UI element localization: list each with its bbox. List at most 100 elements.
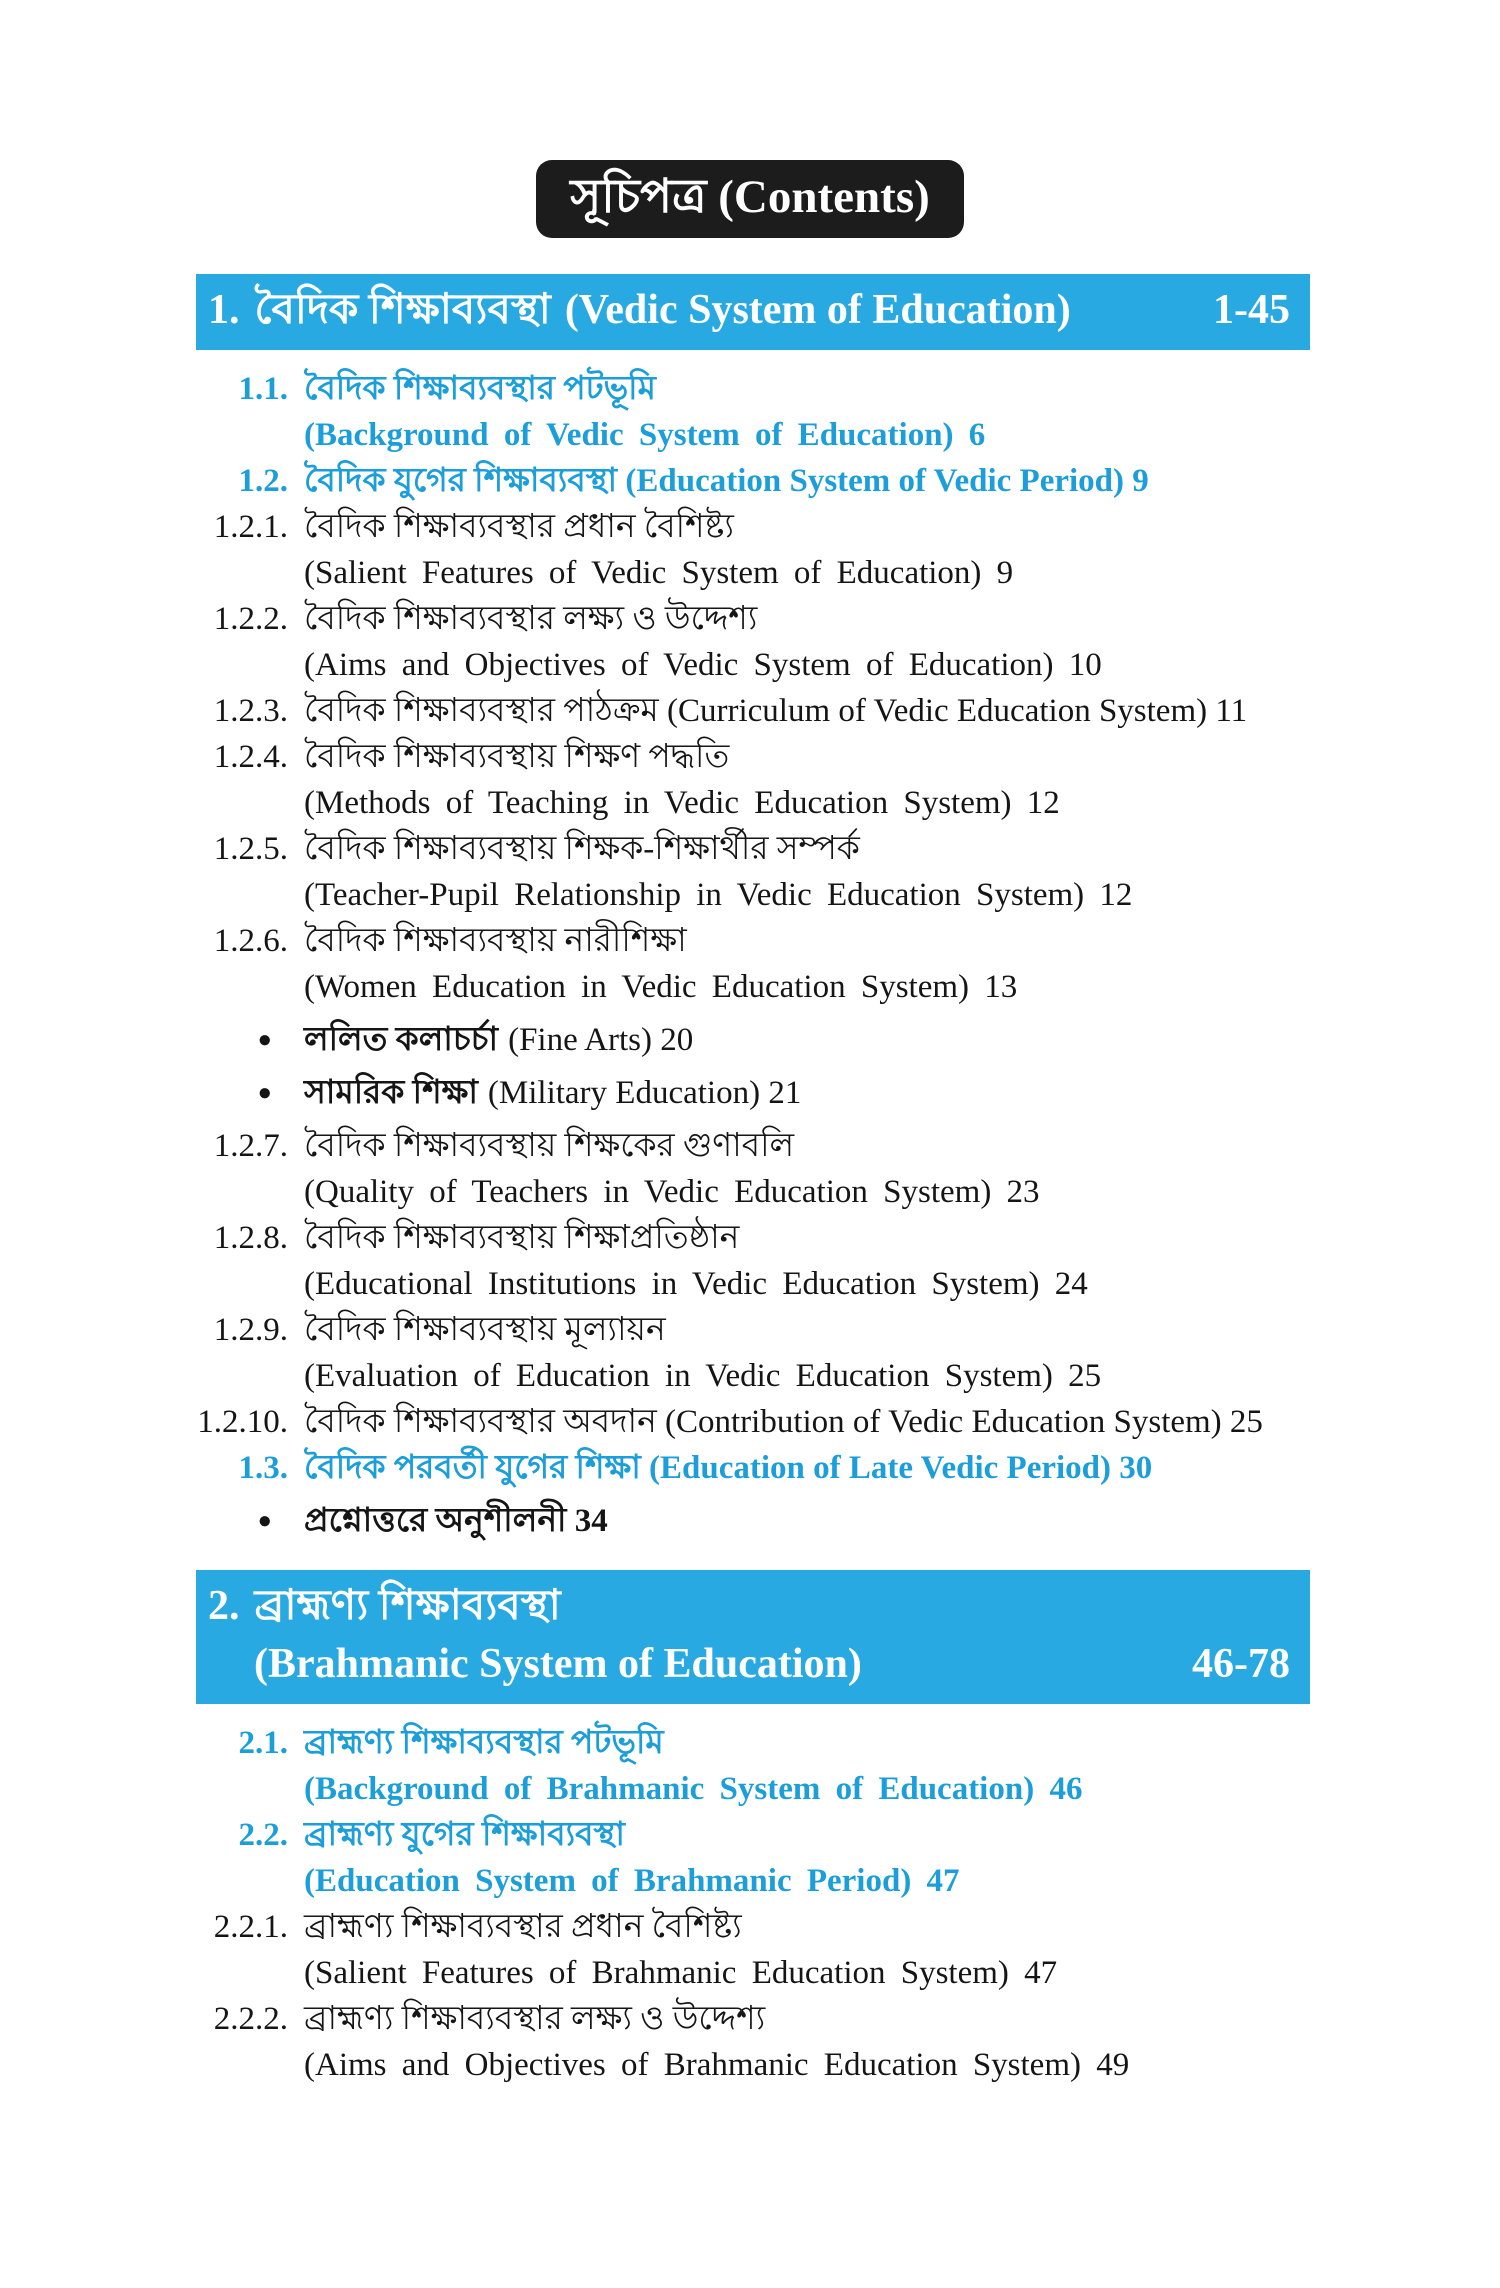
section-items: 2.1. ব্রাহ্মণ্য শিক্ষাব্যবস্থার পটভূমি (Ba…	[196, 1720, 1310, 2088]
toc-item-body: বৈদিক শিক্ষাব্যবস্থায় মূল্যায়ন (Evaluat…	[304, 1307, 1310, 1399]
bullet-icon: ●	[257, 1027, 273, 1054]
toc-item-body: বৈদিক শিক্ষাব্যবস্থায় শিক্ষক-শিক্ষার্থী…	[304, 826, 1310, 918]
toc-item-number: 1.2.2.	[213, 601, 288, 638]
toc-item-body: ব্রাহ্মণ্য শিক্ষাব্যবস্থার লক্ষ্য ও উদ্দ…	[304, 1996, 1310, 2088]
toc-item-number: 1.2.8.	[213, 1220, 288, 1257]
toc-item-number: 1.2.9.	[213, 1312, 288, 1349]
toc-item-number: 2.2.	[238, 1817, 289, 1854]
bullet-icon: ●	[257, 1508, 273, 1535]
page-title: সূচিপত্র (Contents)	[536, 160, 964, 239]
toc-item-subtitle: (Aims and Objectives of Vedic System of …	[304, 647, 1102, 684]
toc-item: ● সামরিক শিক্ষা (Military Education) 21	[196, 1070, 1310, 1116]
toc-item-number: 1.2.	[238, 463, 289, 500]
toc-item-number: 1.2.4.	[213, 739, 288, 776]
section-header-line: (Brahmanic System of Education) 46-78	[208, 1636, 1290, 1694]
toc-item-title: বৈদিক শিক্ষাব্যবস্থার প্রধান বৈশিষ্ট্য	[304, 504, 1310, 550]
toc-item-body: প্রশ্নোত্তরে অনুশীলনী 34	[304, 1498, 1310, 1544]
section-title-bengali: বৈদিক শিক্ষাব্যবস্থা	[254, 287, 551, 334]
toc-item-title: ব্রাহ্মণ্য শিক্ষাব্যবস্থার লক্ষ্য ও উদ্দ…	[304, 1996, 1310, 2042]
toc-item-title-text: বৈদিক পরবর্তী যুগের শিক্ষা (Education of…	[304, 1450, 1153, 1487]
toc-item: 1.2.5. বৈদিক শিক্ষাব্যবস্থায় শিক্ষক-শিক্…	[196, 826, 1310, 918]
toc-item-subtitle: (Background of Brahmanic System of Educa…	[304, 1771, 1083, 1808]
toc-item-title-text: বৈদিক শিক্ষাব্যবস্থায় শিক্ষাপ্রতিষ্ঠান	[304, 1220, 740, 1257]
toc-item-subtitle: (Evaluation of Education in Vedic Educat…	[304, 1358, 1102, 1395]
toc-item-title-text: ব্রাহ্মণ্য যুগের শিক্ষাব্যবস্থা	[304, 1817, 625, 1854]
section-title-english: (Vedic System of Education)	[564, 287, 1071, 334]
toc-item-subtitle: (Education System of Brahmanic Period) 4…	[304, 1863, 960, 1900]
toc-item-subtitle: (Women Education in Vedic Education Syst…	[304, 969, 1018, 1006]
toc-item-body: সামরিক শিক্ষা (Military Education) 21	[304, 1070, 1310, 1116]
toc-item-title-text: সামরিক শিক্ষা	[304, 1075, 478, 1112]
toc-item: 1.2.10. বৈদিক শিক্ষাব্যবস্থার অবদান (Cont…	[196, 1399, 1310, 1445]
toc-item: 1.2.9. বৈদিক শিক্ষাব্যবস্থায় মূল্যায়ন (E…	[196, 1307, 1310, 1399]
section-header: 1. বৈদিক শিক্ষাব্যবস্থা (Vedic System of E…	[196, 274, 1310, 351]
section-page-range: 46-78	[1192, 1641, 1290, 1688]
toc-item-number: 1.2.10.	[197, 1404, 288, 1441]
toc-item-title: সামরিক শিক্ষা (Military Education) 21	[304, 1070, 1310, 1116]
toc-item: 1.2.8. বৈদিক শিক্ষাব্যবস্থায় শিক্ষাপ্রতি…	[196, 1215, 1310, 1307]
toc-item-title-english: (Military Education) 21	[487, 1075, 802, 1112]
toc-item-body: বৈদিক শিক্ষাব্যবস্থায় নারীশিক্ষা (Women …	[304, 918, 1310, 1010]
toc-item: 1.2.4. বৈদিক শিক্ষাব্যবস্থায় শিক্ষণ পদ্ধ…	[196, 734, 1310, 826]
toc-item-title-text: বৈদিক শিক্ষাব্যবস্থার পাঠক্রম (Curriculu…	[304, 693, 1248, 730]
toc-item-title: বৈদিক শিক্ষাব্যবস্থায় নারীশিক্ষা	[304, 918, 1310, 964]
toc-item-title: ব্রাহ্মণ্য যুগের শিক্ষাব্যবস্থা	[304, 1812, 1310, 1858]
toc-item-title: বৈদিক যুগের শিক্ষাব্যবস্থা (Education Sy…	[304, 458, 1310, 504]
section-header-line: 2. ব্রাহ্মণ্য শিক্ষাব্যবস্থা	[208, 1578, 1290, 1636]
bullet-icon: ●	[257, 1080, 273, 1107]
toc-item: ● ললিত কলাচর্চা (Fine Arts) 20	[196, 1017, 1310, 1063]
toc-item-title-text: বৈদিক শিক্ষাব্যবস্থার পটভূমি	[304, 371, 656, 408]
toc-item-subtitle: (Quality of Teachers in Vedic Education …	[304, 1174, 1040, 1211]
toc-item-title: বৈদিক শিক্ষাব্যবস্থায় শিক্ষাপ্রতিষ্ঠান	[304, 1215, 1310, 1261]
toc-item-title-text: ললিত কলাচর্চা	[304, 1022, 499, 1059]
toc-item-subtitle: (Educational Institutions in Vedic Educa…	[304, 1266, 1088, 1303]
toc-item: 1.2.3. বৈদিক শিক্ষাব্যবস্থার পাঠক্রম (Cur…	[196, 688, 1310, 734]
toc-item-title-text: বৈদিক শিক্ষাব্যবস্থার অবদান (Contributio…	[304, 1404, 1263, 1441]
toc-item-body: ব্রাহ্মণ্য যুগের শিক্ষাব্যবস্থা (Educatio…	[304, 1812, 1310, 1904]
toc-item-title: বৈদিক শিক্ষাব্যবস্থার পটভূমি	[304, 366, 1310, 412]
toc-item-body: বৈদিক শিক্ষাব্যবস্থার প্রধান বৈশিষ্ট্য (S…	[304, 504, 1310, 596]
toc-item: 1.2.6. বৈদিক শিক্ষাব্যবস্থায় নারীশিক্ষা (…	[196, 918, 1310, 1010]
toc-item-body: বৈদিক শিক্ষাব্যবস্থায় শিক্ষণ পদ্ধতি (Met…	[304, 734, 1310, 826]
toc-item-number: 2.2.1.	[213, 1909, 288, 1946]
toc-item: 1.3. বৈদিক পরবর্তী যুগের শিক্ষা (Educatio…	[196, 1445, 1310, 1491]
toc-item-subtitle: (Salient Features of Vedic System of Edu…	[304, 555, 1014, 592]
toc-item-title: ললিত কলাচর্চা (Fine Arts) 20	[304, 1017, 1310, 1063]
toc-item-body: বৈদিক শিক্ষাব্যবস্থার পটভূমি (Background …	[304, 366, 1310, 458]
toc-item-body: বৈদিক শিক্ষাব্যবস্থার লক্ষ্য ও উদ্দেশ্য (…	[304, 596, 1310, 688]
toc-item-title-text: ব্রাহ্মণ্য শিক্ষাব্যবস্থার পটভূমি	[304, 1725, 664, 1762]
toc-item-title: বৈদিক শিক্ষাব্যবস্থার অবদান (Contributio…	[304, 1399, 1310, 1445]
toc-section: 1. বৈদিক শিক্ষাব্যবস্থা (Vedic System of E…	[196, 274, 1310, 1544]
toc-item: 1.2.2. বৈদিক শিক্ষাব্যবস্থার লক্ষ্য ও উদ্…	[196, 596, 1310, 688]
toc-item-body: ব্রাহ্মণ্য শিক্ষাব্যবস্থার প্রধান বৈশিষ্…	[304, 1904, 1310, 1996]
section-header-line: 1. বৈদিক শিক্ষাব্যবস্থা (Vedic System of E…	[208, 282, 1290, 340]
toc-item: 1.2.1. বৈদিক শিক্ষাব্যবস্থার প্রধান বৈশিষ…	[196, 504, 1310, 596]
section-title-bengali: ব্রাহ্মণ্য শিক্ষাব্যবস্থা	[254, 1583, 561, 1630]
toc-item-body: বৈদিক শিক্ষাব্যবস্থার অবদান (Contributio…	[304, 1399, 1310, 1445]
toc-item-title: ব্রাহ্মণ্য শিক্ষাব্যবস্থার প্রধান বৈশিষ্…	[304, 1904, 1310, 1950]
toc-item-number: 1.3.	[238, 1450, 289, 1487]
toc-item-number: 1.2.1.	[213, 509, 288, 546]
section-number: 2.	[208, 1583, 240, 1630]
toc-item-title-text: বৈদিক শিক্ষাব্যবস্থায় শিক্ষকের গুণাবলি	[304, 1128, 795, 1165]
toc-item-title-text: বৈদিক শিক্ষাব্যবস্থার লক্ষ্য ও উদ্দেশ্য	[304, 601, 758, 638]
toc-item-body: বৈদিক যুগের শিক্ষাব্যবস্থা (Education Sy…	[304, 458, 1310, 504]
toc-item-title: বৈদিক শিক্ষাব্যবস্থায় মূল্যায়ন	[304, 1307, 1310, 1353]
toc-item-body: বৈদিক শিক্ষাব্যবস্থায় শিক্ষকের গুণাবলি (…	[304, 1123, 1310, 1215]
toc-item-title-text: প্রশ্নোত্তরে অনুশীলনী 34	[304, 1503, 608, 1540]
toc-item-body: বৈদিক শিক্ষাব্যবস্থার পাঠক্রম (Curriculu…	[304, 688, 1310, 734]
toc-item-title-text: বৈদিক যুগের শিক্ষাব্যবস্থা (Education Sy…	[304, 463, 1149, 500]
page-title-text: সূচিপত্র (Contents)	[570, 171, 930, 223]
toc-item-title-text: বৈদিক শিক্ষাব্যবস্থার প্রধান বৈশিষ্ট্য	[304, 509, 734, 546]
toc-item-body: বৈদিক শিক্ষাব্যবস্থায় শিক্ষাপ্রতিষ্ঠান (…	[304, 1215, 1310, 1307]
toc-item: 2.2.2. ব্রাহ্মণ্য শিক্ষাব্যবস্থার লক্ষ্য …	[196, 1996, 1310, 2088]
toc-item-title-text: বৈদিক শিক্ষাব্যবস্থায় শিক্ষক-শিক্ষার্থী…	[304, 831, 860, 868]
toc-item-title-text: বৈদিক শিক্ষাব্যবস্থায় মূল্যায়ন	[304, 1312, 666, 1349]
toc-item: 1.1. বৈদিক শিক্ষাব্যবস্থার পটভূমি (Backgro…	[196, 366, 1310, 458]
toc-section: 2. ব্রাহ্মণ্য শিক্ষাব্যবস্থা (Brahmanic Sy…	[196, 1570, 1310, 2088]
toc-item-title-text: ব্রাহ্মণ্য শিক্ষাব্যবস্থার লক্ষ্য ও উদ্দ…	[304, 2001, 766, 2038]
section-number: 1.	[208, 287, 240, 334]
toc-item-title-text: ব্রাহ্মণ্য শিক্ষাব্যবস্থার প্রধান বৈশিষ্…	[304, 1909, 742, 1946]
toc-item-title: ব্রাহ্মণ্য শিক্ষাব্যবস্থার পটভূমি	[304, 1720, 1310, 1766]
toc-item-title-text: বৈদিক শিক্ষাব্যবস্থায় নারীশিক্ষা	[304, 923, 687, 960]
